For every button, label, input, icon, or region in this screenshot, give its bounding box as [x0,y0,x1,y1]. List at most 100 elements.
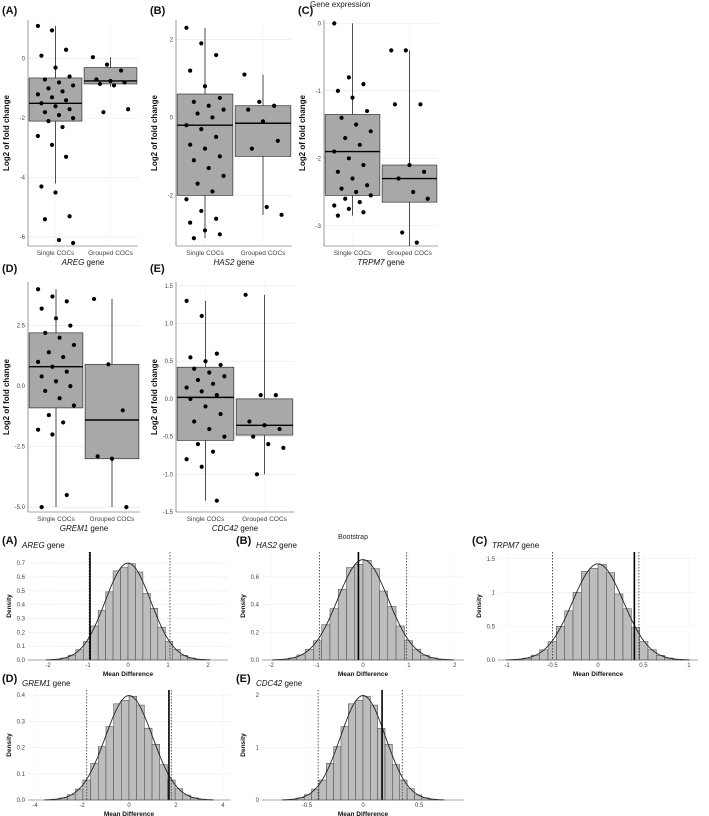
histogram-bar [105,591,114,661]
x-axis-label: Mean Difference [103,671,154,678]
data-point [61,420,66,425]
y-tick-label: 1.0 [165,321,174,327]
data-point [49,142,55,147]
x-tick-label: 0.5 [639,663,648,669]
y-tick-label: 0 [318,21,322,27]
histogram-bar [121,700,130,801]
y-axis-label: Density [6,733,13,757]
data-point [346,156,351,161]
data-point [403,48,408,53]
y-tick-label: -4 [20,176,26,182]
gene-suffix: gene [519,541,540,550]
data-point [361,81,366,87]
data-point [191,236,196,241]
data-point [214,52,219,58]
data-point [95,454,100,459]
data-point [414,240,419,245]
data-point [67,214,72,219]
data-point [39,505,44,510]
histogram-bar [172,649,181,661]
data-point [46,86,51,91]
x-tick-label: -1 [314,663,320,669]
histogram-bar [128,695,137,801]
data-point [49,28,55,33]
data-point [184,197,189,202]
x-tick-label: 4 [221,803,225,809]
histogram-has2: (B) HAS2 gene 0.0 0.2 0.4 0.6 -2 -1 0 1 2 Mean Diff… [236,535,464,678]
histogram-bar [90,763,99,801]
data-point [35,133,41,139]
panel-label: (B) [236,535,252,547]
data-point [50,364,55,369]
data-point [53,65,58,70]
data-point [184,385,189,390]
data-point [108,78,113,84]
data-point [203,404,208,409]
histogram-bar [531,654,540,661]
histogram-bar [90,625,99,661]
x-tick-label: 2 [453,663,457,669]
histogram-bar [597,564,607,661]
data-point [63,98,69,103]
bootstrap-section-title: Bootstrap [338,534,368,541]
data-point [46,413,51,418]
data-point [71,342,77,348]
histogram-bar [362,695,371,801]
gene-suffix: gene [238,524,259,533]
x-category-label: Single COCs [37,516,75,523]
histogram-bar [355,700,364,801]
histogram-bar [296,654,306,661]
box-grouped-cocs [84,363,140,460]
data-point [122,80,127,85]
y-tick-label: 0.6 [251,575,260,581]
x-axis-label: Mean Difference [104,811,155,816]
data-point [188,142,193,147]
data-point [214,393,219,398]
data-point [350,95,355,100]
data-point [35,92,41,97]
data-point [53,104,58,109]
gene-suffix: gene [88,524,109,533]
y-axis-label: Log2 of fold change [2,358,11,435]
data-point [357,200,362,205]
data-point [264,204,269,210]
histogram-bar [333,746,342,801]
data-point [63,154,69,159]
data-point [210,115,215,120]
data-point [335,169,341,174]
data-point [195,442,201,447]
y-tick-label: 0.1 [17,772,26,778]
gene-name: TRPM7 [492,541,520,550]
panel-label: (C) [298,5,314,17]
gene-label: GREM1 gene [22,679,71,688]
gene-name: AREG [61,258,85,267]
data-point [195,377,201,383]
data-point [43,388,48,394]
data-point [206,165,211,171]
data-point [214,216,219,221]
density-curve [506,563,690,661]
data-point [67,74,72,79]
data-point [50,294,55,299]
x-category-label: Single COCs [334,250,372,257]
histogram-bar [379,590,389,661]
gene-label: AREG gene [21,541,65,550]
data-point [188,355,193,360]
data-point [221,107,226,112]
data-point [71,83,76,88]
data-point [368,193,373,198]
data-point [214,351,219,356]
y-tick-label: 1.5 [165,284,174,290]
data-point [400,230,405,235]
data-point [407,162,412,168]
data-point [126,107,131,112]
histogram-bar [120,567,129,661]
data-point [421,169,427,174]
y-tick-label: 2 [170,37,174,43]
gene-name: HAS2 [214,258,235,267]
data-point [46,350,51,355]
data-point [188,396,193,401]
y-tick-label: 0.0 [17,384,26,390]
histogram-bar [113,703,122,801]
